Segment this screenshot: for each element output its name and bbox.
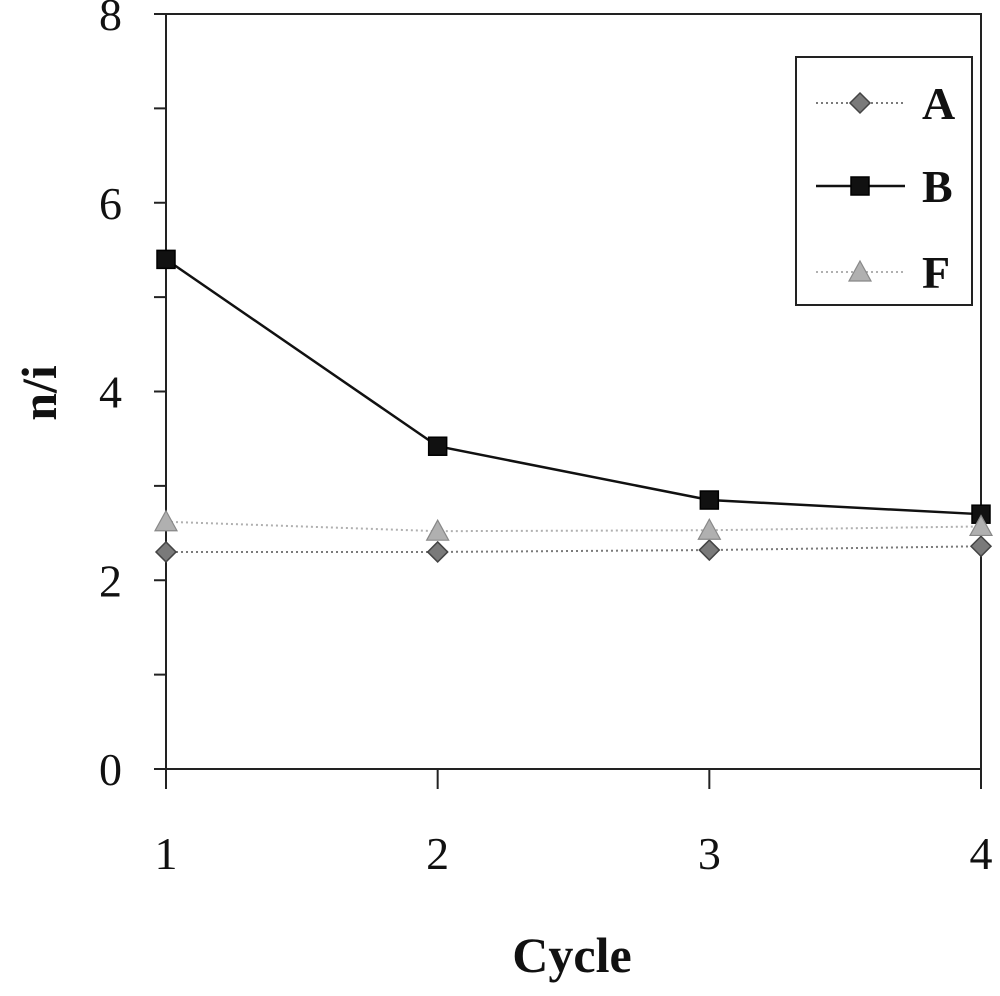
legend: ABF xyxy=(795,56,973,306)
legend-marker-b xyxy=(850,176,870,196)
series-layer xyxy=(153,249,994,563)
series-line-f xyxy=(165,520,982,533)
data-point-a xyxy=(969,535,993,558)
data-point-f xyxy=(153,509,179,532)
y-tick-label: 8 xyxy=(99,0,122,40)
y-tick-label: 4 xyxy=(99,367,122,418)
axes: 0 2 4 6 8 1 2 3 4 xyxy=(99,0,993,879)
data-point-a xyxy=(426,540,449,563)
legend-label-f: F xyxy=(922,247,950,298)
legend-box xyxy=(795,56,973,306)
legend-label-a: A xyxy=(922,78,955,129)
x-axis-title: Cycle xyxy=(512,927,631,983)
data-point-b xyxy=(699,490,720,510)
x-tick-label: 3 xyxy=(698,828,721,879)
legend-marker-a xyxy=(848,91,872,115)
data-point-a xyxy=(698,538,721,562)
legend-label-b: B xyxy=(922,161,953,212)
y-tick-label: 2 xyxy=(99,555,122,606)
x-tick-label: 4 xyxy=(970,828,993,879)
data-point-f xyxy=(697,517,722,540)
series-a xyxy=(154,535,993,563)
series-f xyxy=(153,509,994,541)
x-tick-label: 1 xyxy=(155,828,178,879)
series-b xyxy=(156,249,991,524)
x-tick-label: 2 xyxy=(426,828,449,879)
data-point-b xyxy=(427,436,448,456)
y-axis-title: n/i xyxy=(11,365,67,421)
legend-marker-f xyxy=(847,259,873,282)
y-tick-label: 6 xyxy=(99,178,122,229)
y-tick-label: 0 xyxy=(99,744,122,795)
data-point-a xyxy=(154,540,178,563)
data-point-f xyxy=(968,514,994,537)
series-line-a xyxy=(166,545,982,553)
series-line-b xyxy=(165,258,982,516)
data-point-f xyxy=(425,518,450,541)
data-point-b xyxy=(156,249,176,270)
